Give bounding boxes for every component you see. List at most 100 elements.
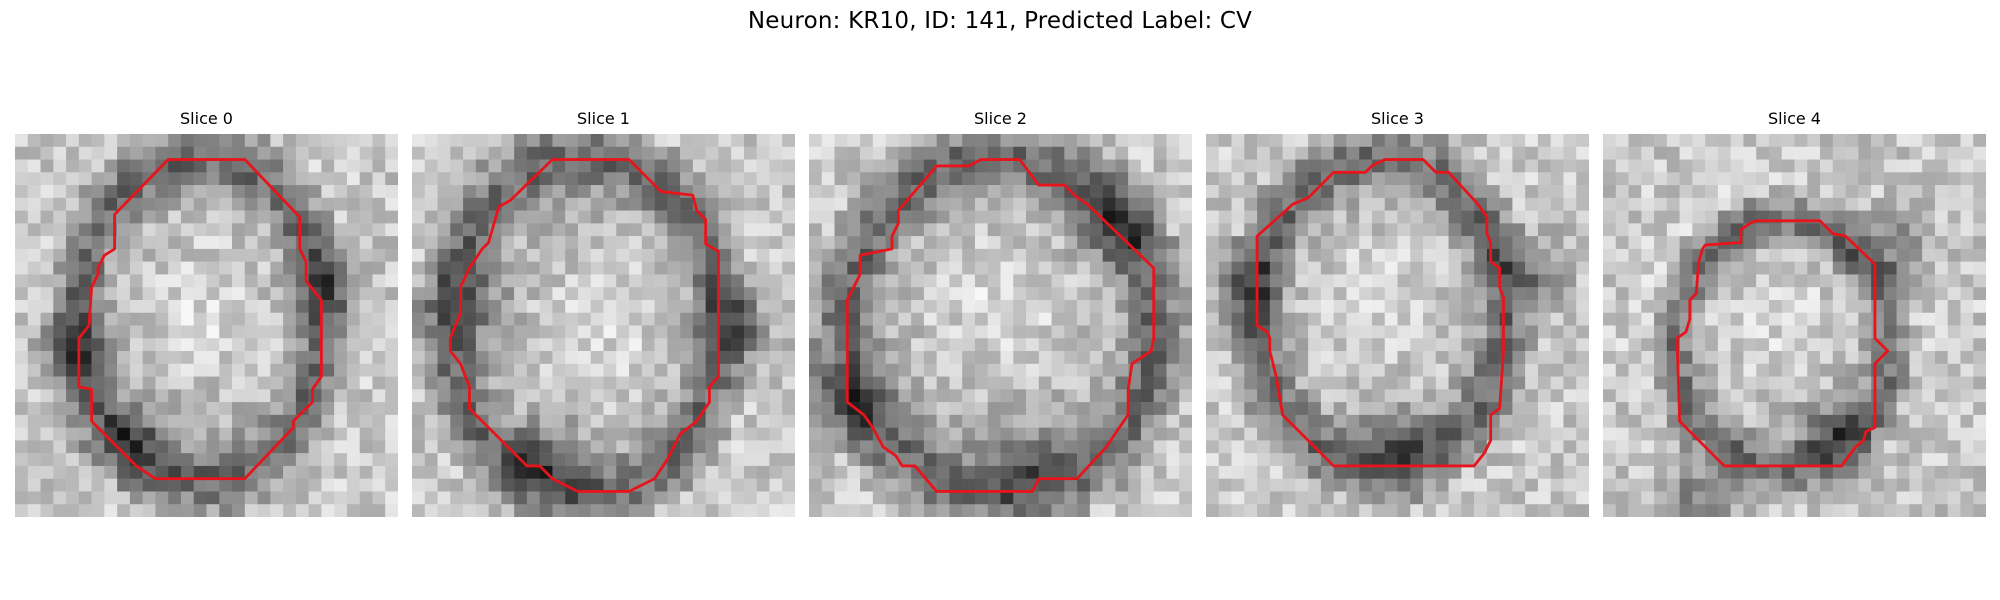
pixel (1807, 261, 1821, 275)
pixel (1371, 299, 1385, 313)
pixel (1320, 376, 1334, 390)
pixel (1397, 338, 1411, 352)
pixel (437, 236, 451, 250)
pixel (705, 197, 719, 211)
pixel (1448, 299, 1462, 313)
pixel (847, 223, 861, 237)
pixel (603, 134, 617, 148)
pixel (180, 491, 194, 505)
pixel (78, 287, 92, 301)
pixel (898, 172, 912, 186)
pixel (577, 351, 591, 365)
pixel (616, 440, 630, 454)
pixel (1179, 236, 1192, 250)
pixel (1794, 351, 1808, 365)
pixel (244, 440, 258, 454)
pixel (1845, 338, 1859, 352)
pixel (1435, 299, 1449, 313)
pixel (168, 146, 182, 160)
pixel (1512, 299, 1526, 313)
pixel (1474, 491, 1488, 505)
pixel (565, 504, 579, 517)
pixel (1743, 210, 1757, 224)
pixel (193, 376, 207, 390)
pixel (1960, 338, 1974, 352)
pixel (1474, 504, 1488, 517)
pixel (1206, 134, 1220, 148)
pixel (1000, 427, 1014, 441)
pixel (872, 338, 886, 352)
pixel (27, 159, 41, 173)
pixel (1871, 504, 1885, 517)
pixel (1231, 491, 1245, 505)
pixel (91, 465, 105, 479)
pixel (514, 172, 528, 186)
pixel (321, 363, 335, 377)
pixel (526, 223, 540, 237)
pixel (1628, 478, 1642, 492)
pixel (860, 491, 874, 505)
pixel (1934, 389, 1948, 403)
pixel (437, 159, 451, 173)
pixel (898, 261, 912, 275)
pixel (1320, 504, 1334, 517)
pixel (718, 376, 732, 390)
pixel (1102, 478, 1116, 492)
pixel (475, 351, 489, 365)
pixel (1000, 491, 1014, 505)
pixel (1128, 261, 1142, 275)
pixel (552, 236, 566, 250)
pixel (1461, 363, 1475, 377)
pixel (1537, 414, 1551, 428)
pixel (193, 504, 207, 517)
pixel (1756, 197, 1770, 211)
pixel (501, 312, 515, 326)
pixel (911, 440, 925, 454)
pixel (1730, 185, 1744, 199)
pixel (1768, 427, 1782, 441)
pixel (1679, 287, 1693, 301)
pixel (1384, 210, 1398, 224)
pixel (180, 274, 194, 288)
pixel (667, 338, 681, 352)
pixel (1832, 338, 1846, 352)
pixel (616, 478, 630, 492)
pixel (731, 134, 745, 148)
pixel (756, 172, 770, 186)
pixel (78, 236, 92, 250)
pixel (1947, 236, 1961, 250)
pixel (743, 414, 757, 428)
pixel (1654, 363, 1668, 377)
pixel (1026, 312, 1040, 326)
pixel (514, 197, 528, 211)
pixel (1231, 376, 1245, 390)
pixel (1102, 248, 1116, 262)
pixel (1269, 312, 1283, 326)
pixel (1512, 478, 1526, 492)
pixel (1115, 172, 1129, 186)
pixel (565, 376, 579, 390)
pixel (129, 159, 143, 173)
pixel (1371, 465, 1385, 479)
pixel (731, 236, 745, 250)
pixel (1346, 351, 1360, 365)
pixel (1231, 274, 1245, 288)
pixel (450, 146, 464, 160)
pixel (1922, 274, 1936, 288)
pixel (78, 185, 92, 199)
pixel (1871, 491, 1885, 505)
pixel (1089, 504, 1103, 517)
pixel (1947, 491, 1961, 505)
pixel (898, 491, 912, 505)
pixel (180, 504, 194, 517)
pixel (1448, 134, 1462, 148)
pixel (424, 427, 438, 441)
pixel (1026, 453, 1040, 467)
pixel (412, 185, 426, 199)
pixel (616, 134, 630, 148)
pixel (1282, 491, 1296, 505)
pixel (1883, 414, 1897, 428)
pixel (1537, 427, 1551, 441)
pixel (821, 402, 835, 416)
pixel (1166, 491, 1180, 505)
